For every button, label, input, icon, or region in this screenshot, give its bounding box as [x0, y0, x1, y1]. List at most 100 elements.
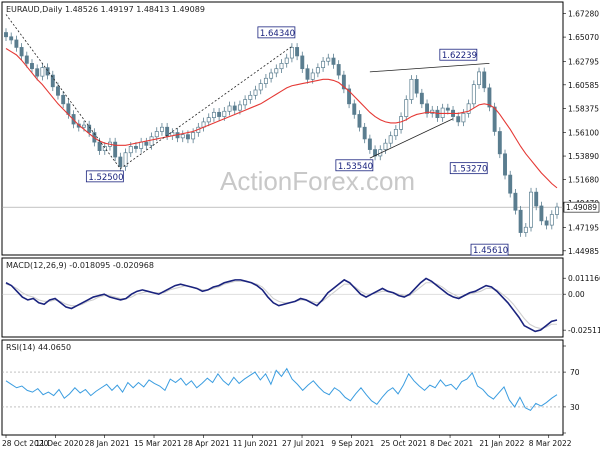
x-tick-label: 27 Jul 2021	[282, 439, 325, 448]
wedge-upper-line	[369, 62, 490, 73]
candle-body	[331, 57, 336, 65]
candle-body	[227, 105, 232, 112]
candle-body	[310, 72, 315, 80]
candle-body	[295, 47, 300, 57]
candle-body	[217, 111, 222, 117]
x-tick-label: 11 Jun 2021	[233, 439, 278, 448]
candle-body	[284, 57, 289, 64]
candle-body	[336, 64, 341, 76]
x-tick-label: 8 Dec 2021	[430, 439, 473, 448]
candle-body	[315, 67, 320, 74]
candle-body	[388, 135, 393, 144]
y-tick-label: 1.44985	[568, 247, 599, 256]
candle-body	[513, 192, 518, 211]
candle-body	[144, 141, 149, 146]
x-tick-label: 11 Dec 2020	[35, 439, 83, 448]
candle-body	[211, 111, 216, 118]
candle-body	[191, 132, 196, 140]
candle-body	[24, 55, 29, 64]
rsi-panel-frame	[1, 339, 564, 436]
candle-body	[274, 68, 279, 74]
candle-body	[539, 205, 544, 222]
candle-body	[154, 131, 159, 138]
annotation-label: 1.52500	[88, 173, 123, 183]
candle-body	[492, 106, 497, 132]
candle-body	[529, 191, 533, 228]
rsi-line	[2, 367, 563, 412]
candle-body	[50, 74, 55, 88]
candle-body	[487, 87, 492, 108]
annotation-box	[449, 162, 488, 175]
candle-body	[461, 113, 466, 123]
price-annotations: 1.64340 1.62239 1.52500 1.53540 1.53270 1.456…	[85, 26, 509, 256]
candle-body	[419, 92, 424, 105]
annotation-label: 1.53270	[452, 165, 487, 175]
price-y-axis: 1.67280 1.65070 1.62795 1.60585 1.58375 1.561…	[563, 10, 600, 256]
candle-body	[222, 110, 227, 117]
candle-body	[523, 226, 528, 233]
y-tick-label: 1.56100	[568, 129, 599, 138]
x-tick-label: 15 Mar 2021	[134, 439, 182, 448]
candle-body	[279, 63, 284, 70]
candle-body	[19, 47, 24, 57]
y-tick-label: 1.65070	[568, 33, 599, 42]
candle-body	[466, 103, 471, 114]
candle-body	[404, 99, 409, 117]
candle-body	[248, 94, 253, 100]
annotation-box	[85, 170, 124, 183]
candle-body	[56, 86, 60, 96]
y-tick-label: 1.60585	[568, 81, 599, 90]
macd-header: MACD(12,26,9) -0.018095 -0.020968	[6, 261, 154, 270]
candle-body	[508, 174, 513, 194]
price-panel-frame	[1, 1, 564, 256]
candle-body	[87, 124, 92, 133]
candle-body	[383, 142, 388, 150]
candle-body	[258, 83, 263, 91]
x-tick-label: 28 Oct 2020	[2, 439, 49, 448]
candle-body	[367, 138, 372, 150]
annotation-label: 1.62239	[442, 51, 477, 61]
candle-body	[14, 39, 19, 48]
candle-body	[35, 68, 40, 77]
candle-body	[445, 107, 450, 111]
candle-body	[263, 77, 268, 84]
candle-body	[347, 88, 352, 105]
y-tick-label: 1.47195	[568, 223, 599, 232]
candle-body	[45, 67, 50, 76]
candle-body	[409, 78, 414, 100]
candle-body	[399, 116, 404, 130]
candle-body	[357, 114, 362, 128]
y-tick-label: 1.53890	[568, 152, 599, 161]
candle-body	[497, 131, 502, 155]
trendline-up-dashed	[120, 46, 293, 170]
price-header: EURAUD,Daily 1.48526 1.49197 1.48413 1.4…	[6, 5, 205, 14]
wedge-lower-line	[369, 118, 454, 159]
candle-body	[206, 117, 211, 123]
y-tick-label: 30	[570, 403, 580, 412]
candle-body	[269, 72, 274, 79]
candle-body	[362, 126, 367, 140]
candle-body	[128, 146, 133, 154]
candle-body	[97, 141, 102, 151]
y-tick-label: 1.67280	[568, 10, 599, 19]
trendlines	[5, 14, 490, 170]
candle-body	[544, 220, 549, 226]
y-tick-label: 0.011166	[568, 274, 600, 283]
candle-body	[243, 99, 248, 106]
y-tick-label: 1.58375	[568, 104, 599, 113]
candle-body	[456, 116, 461, 123]
candle-body	[482, 71, 487, 89]
candle-body	[555, 206, 559, 215]
candle-body	[237, 104, 242, 111]
annotation-box	[335, 159, 374, 172]
candle-body	[305, 68, 310, 80]
candle-body	[134, 146, 138, 149]
x-tick-label: 8 Mar 2022	[529, 439, 572, 448]
candle-body	[414, 78, 419, 94]
annotation-label: 1.45610	[473, 246, 508, 256]
candle-body	[321, 60, 326, 68]
